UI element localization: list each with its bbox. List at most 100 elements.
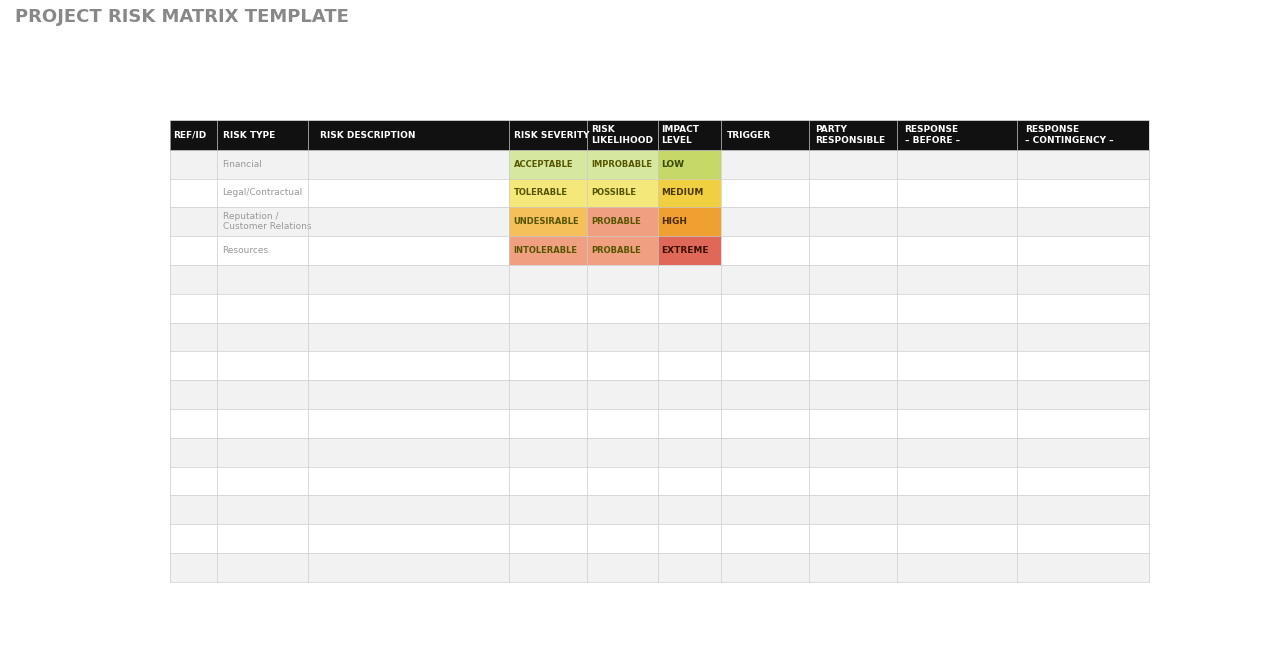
Bar <box>508 524 587 553</box>
Text: IMPACT
LEVEL: IMPACT LEVEL <box>662 125 699 145</box>
Bar <box>218 495 308 524</box>
Bar <box>587 236 658 265</box>
Bar <box>658 438 721 467</box>
Text: PROJECT RISK MATRIX TEMPLATE: PROJECT RISK MATRIX TEMPLATE <box>15 8 349 26</box>
Bar <box>658 120 721 150</box>
Text: EXTREME: EXTREME <box>662 246 709 255</box>
Bar <box>170 380 218 409</box>
Bar <box>721 265 810 293</box>
Bar <box>508 207 587 236</box>
Bar <box>218 524 308 553</box>
Bar <box>170 150 218 179</box>
Bar <box>658 150 721 179</box>
Bar <box>308 351 508 380</box>
Text: Financial: Financial <box>223 159 263 169</box>
Text: PARTY
RESPONSIBLE: PARTY RESPONSIBLE <box>815 125 884 145</box>
Bar <box>587 467 658 495</box>
Bar <box>508 179 587 207</box>
Bar <box>658 179 721 207</box>
Bar <box>508 409 587 438</box>
Bar <box>897 120 1017 150</box>
Bar <box>1017 524 1149 553</box>
Bar <box>658 380 721 409</box>
Bar <box>897 179 1017 207</box>
Bar <box>721 409 810 438</box>
Bar <box>218 120 308 150</box>
Text: UNDESIRABLE: UNDESIRABLE <box>514 217 579 226</box>
Bar <box>721 323 810 351</box>
Bar <box>810 409 897 438</box>
Bar <box>810 524 897 553</box>
Bar <box>587 293 658 323</box>
Bar <box>308 265 508 293</box>
Bar <box>810 293 897 323</box>
Bar <box>587 524 658 553</box>
Bar <box>658 467 721 495</box>
Bar <box>170 265 218 293</box>
Bar <box>587 495 658 524</box>
Bar <box>1017 293 1149 323</box>
Text: Resources: Resources <box>223 246 269 255</box>
Bar <box>587 409 658 438</box>
Bar <box>218 467 308 495</box>
Bar <box>658 409 721 438</box>
Bar <box>658 351 721 380</box>
Bar <box>897 467 1017 495</box>
Bar <box>587 207 658 236</box>
Bar <box>170 409 218 438</box>
Bar <box>587 553 658 582</box>
Text: Reputation /
Customer Relations: Reputation / Customer Relations <box>223 212 311 232</box>
Bar <box>1017 553 1149 582</box>
Bar <box>1017 120 1149 150</box>
Bar <box>587 120 658 150</box>
Bar <box>810 265 897 293</box>
Bar <box>170 495 218 524</box>
Bar <box>508 265 587 293</box>
Bar <box>587 150 658 179</box>
Bar <box>587 179 658 207</box>
Bar <box>218 351 308 380</box>
Bar <box>170 524 218 553</box>
Bar <box>810 553 897 582</box>
Bar <box>897 323 1017 351</box>
Bar <box>721 553 810 582</box>
Bar <box>587 438 658 467</box>
Bar <box>308 236 508 265</box>
Bar <box>897 438 1017 467</box>
Text: RISK SEVERITY: RISK SEVERITY <box>514 131 589 139</box>
Bar <box>1017 323 1149 351</box>
Bar <box>658 323 721 351</box>
Bar <box>721 380 810 409</box>
Bar <box>1017 409 1149 438</box>
Bar <box>658 293 721 323</box>
Text: TOLERABLE: TOLERABLE <box>514 189 568 197</box>
Text: POSSIBLE: POSSIBLE <box>592 189 636 197</box>
Text: RISK
LIKELIHOOD: RISK LIKELIHOOD <box>592 125 654 145</box>
Bar <box>170 179 218 207</box>
Bar <box>308 438 508 467</box>
Bar <box>658 236 721 265</box>
Bar <box>897 150 1017 179</box>
Bar <box>218 409 308 438</box>
Bar <box>810 236 897 265</box>
Bar <box>508 553 587 582</box>
Bar <box>508 120 587 150</box>
Text: PROBABLE: PROBABLE <box>592 217 641 226</box>
Text: PROBABLE: PROBABLE <box>592 246 641 255</box>
Bar <box>308 553 508 582</box>
Bar <box>587 323 658 351</box>
Bar <box>810 150 897 179</box>
Bar <box>1017 380 1149 409</box>
Bar <box>1017 495 1149 524</box>
Bar <box>1017 438 1149 467</box>
Bar <box>308 293 508 323</box>
Bar <box>218 323 308 351</box>
Bar <box>508 495 587 524</box>
Text: HIGH: HIGH <box>662 217 687 226</box>
Bar <box>897 236 1017 265</box>
Bar <box>897 409 1017 438</box>
Bar <box>721 524 810 553</box>
Bar <box>897 553 1017 582</box>
Bar <box>170 351 218 380</box>
Bar <box>308 467 508 495</box>
